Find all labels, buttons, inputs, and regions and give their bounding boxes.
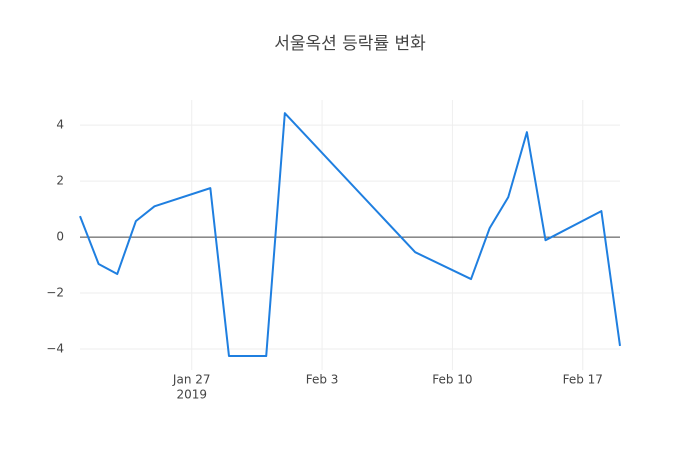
y-tick-label: 2: [56, 174, 64, 188]
y-tick-label: 0: [56, 230, 64, 244]
y-tick-label: −4: [46, 342, 64, 356]
x-tick-label: Feb 17: [563, 373, 603, 387]
x-tick-label: Feb 3: [306, 373, 339, 387]
line-series: [79, 112, 621, 358]
y-tick-label: 4: [56, 118, 64, 132]
x-tick-sublabel: 2019: [176, 388, 207, 402]
x-tick-label: Jan 27: [172, 373, 211, 387]
x-tick-label: Feb 10: [432, 373, 472, 387]
y-tick-label: −2: [46, 286, 64, 300]
chart-title: 서울옥션 등락률 변화: [274, 34, 426, 54]
